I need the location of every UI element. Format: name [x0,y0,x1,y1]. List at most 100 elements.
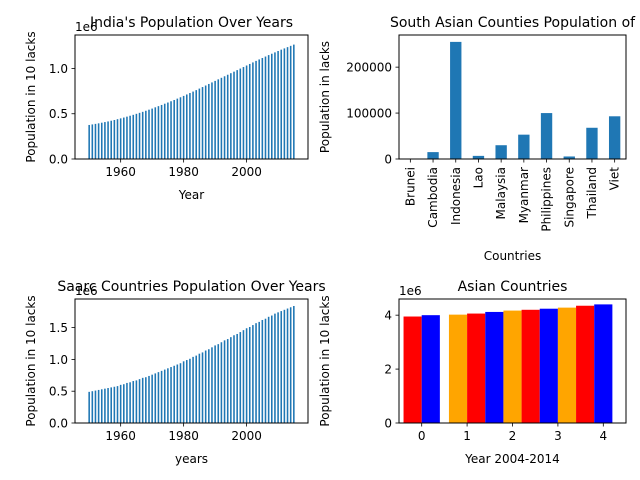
bar [88,124,90,159]
bar [104,122,106,159]
bar [192,356,194,423]
bar [594,304,613,423]
bar [126,382,128,423]
bar [151,108,153,159]
bar [521,309,540,423]
bar [233,71,235,159]
axes-frame [74,34,309,160]
bar [286,47,289,160]
y-tick-label: 100000 [346,107,392,121]
bar [450,41,462,160]
bar [252,325,254,423]
bar [145,377,147,423]
bar [236,70,238,159]
bar [189,93,191,159]
x-axis-label: Countries [484,249,542,263]
bar [252,62,254,159]
bar [157,372,160,423]
y-ticks: 0.0 0.5 1.0 1.5 [49,321,75,431]
y-tick-label: 0.0 [49,153,68,167]
axis-offset-label: 1e6 [75,20,98,34]
bar [94,390,97,423]
x-tick-label: Philippines [540,167,554,232]
bar [160,370,163,423]
bars [404,41,621,160]
bar [208,349,210,423]
bar [126,116,128,159]
bar [173,99,175,159]
bar [138,379,141,423]
bar [107,121,109,159]
bar [204,350,207,423]
bar [141,377,144,423]
x-tick-label: Singapore [562,167,576,228]
x-tick-label: Malaysia [494,167,508,219]
x-tick-label: 2 [509,429,517,443]
bar [211,82,213,159]
bar [223,340,226,423]
x-tick-label: 2000 [231,165,262,179]
bar [540,113,553,159]
y-ticks: 0.0 0.5 1.0 [49,62,75,167]
bar [274,313,276,423]
x-axis-label: Year 2004-2014 [464,452,560,466]
bar [576,305,595,423]
bar [217,344,220,423]
y-axis-label: Population in 10 lacks [24,295,38,426]
bar [176,364,179,423]
bar [539,308,558,423]
bar [185,360,188,423]
bar [261,319,264,423]
bar [427,152,439,159]
bar [204,85,207,159]
axes-spines [74,34,309,160]
bar [271,53,273,160]
x-axis-label: years [175,452,208,466]
bar [148,375,150,423]
bar [107,388,109,423]
x-tick-label: 1960 [105,429,136,443]
x-tick-label: Cambodia [426,167,440,228]
bar [467,313,486,423]
y-tick-label: 4 [384,309,392,323]
bar [293,44,295,159]
bar [135,113,138,159]
x-ticks: 0 1 2 3 4 [418,423,607,443]
bar [167,368,169,423]
bars [88,44,295,160]
bar [192,91,194,159]
bar [267,55,270,159]
x-tick-label: 1 [463,429,471,443]
bar [226,339,229,423]
bar [283,309,286,423]
bar [236,333,238,423]
bar [217,79,220,159]
bar [293,305,295,423]
axes-spines [74,298,309,424]
bar [230,73,232,159]
y-tick-label: 0.5 [49,107,68,121]
bar [116,386,119,423]
bar [113,386,116,423]
x-tick-label: Brunei [403,167,417,206]
bar [173,365,175,423]
bar [245,328,248,423]
bar [233,335,235,423]
chart-title: Asian Countries [458,279,568,295]
bar [163,369,166,423]
bar [129,115,131,159]
bar [239,68,242,159]
bar [230,337,232,423]
bar [132,114,135,159]
bar [448,314,468,423]
bar [608,116,621,159]
bar [97,389,100,423]
bar [280,311,283,423]
x-tick-label: Myanmar [517,167,531,223]
y-axis-label: Population in 10 lacks [318,295,332,426]
bar [239,332,242,423]
bar [141,111,144,159]
bar [201,87,204,159]
bar [201,352,204,423]
